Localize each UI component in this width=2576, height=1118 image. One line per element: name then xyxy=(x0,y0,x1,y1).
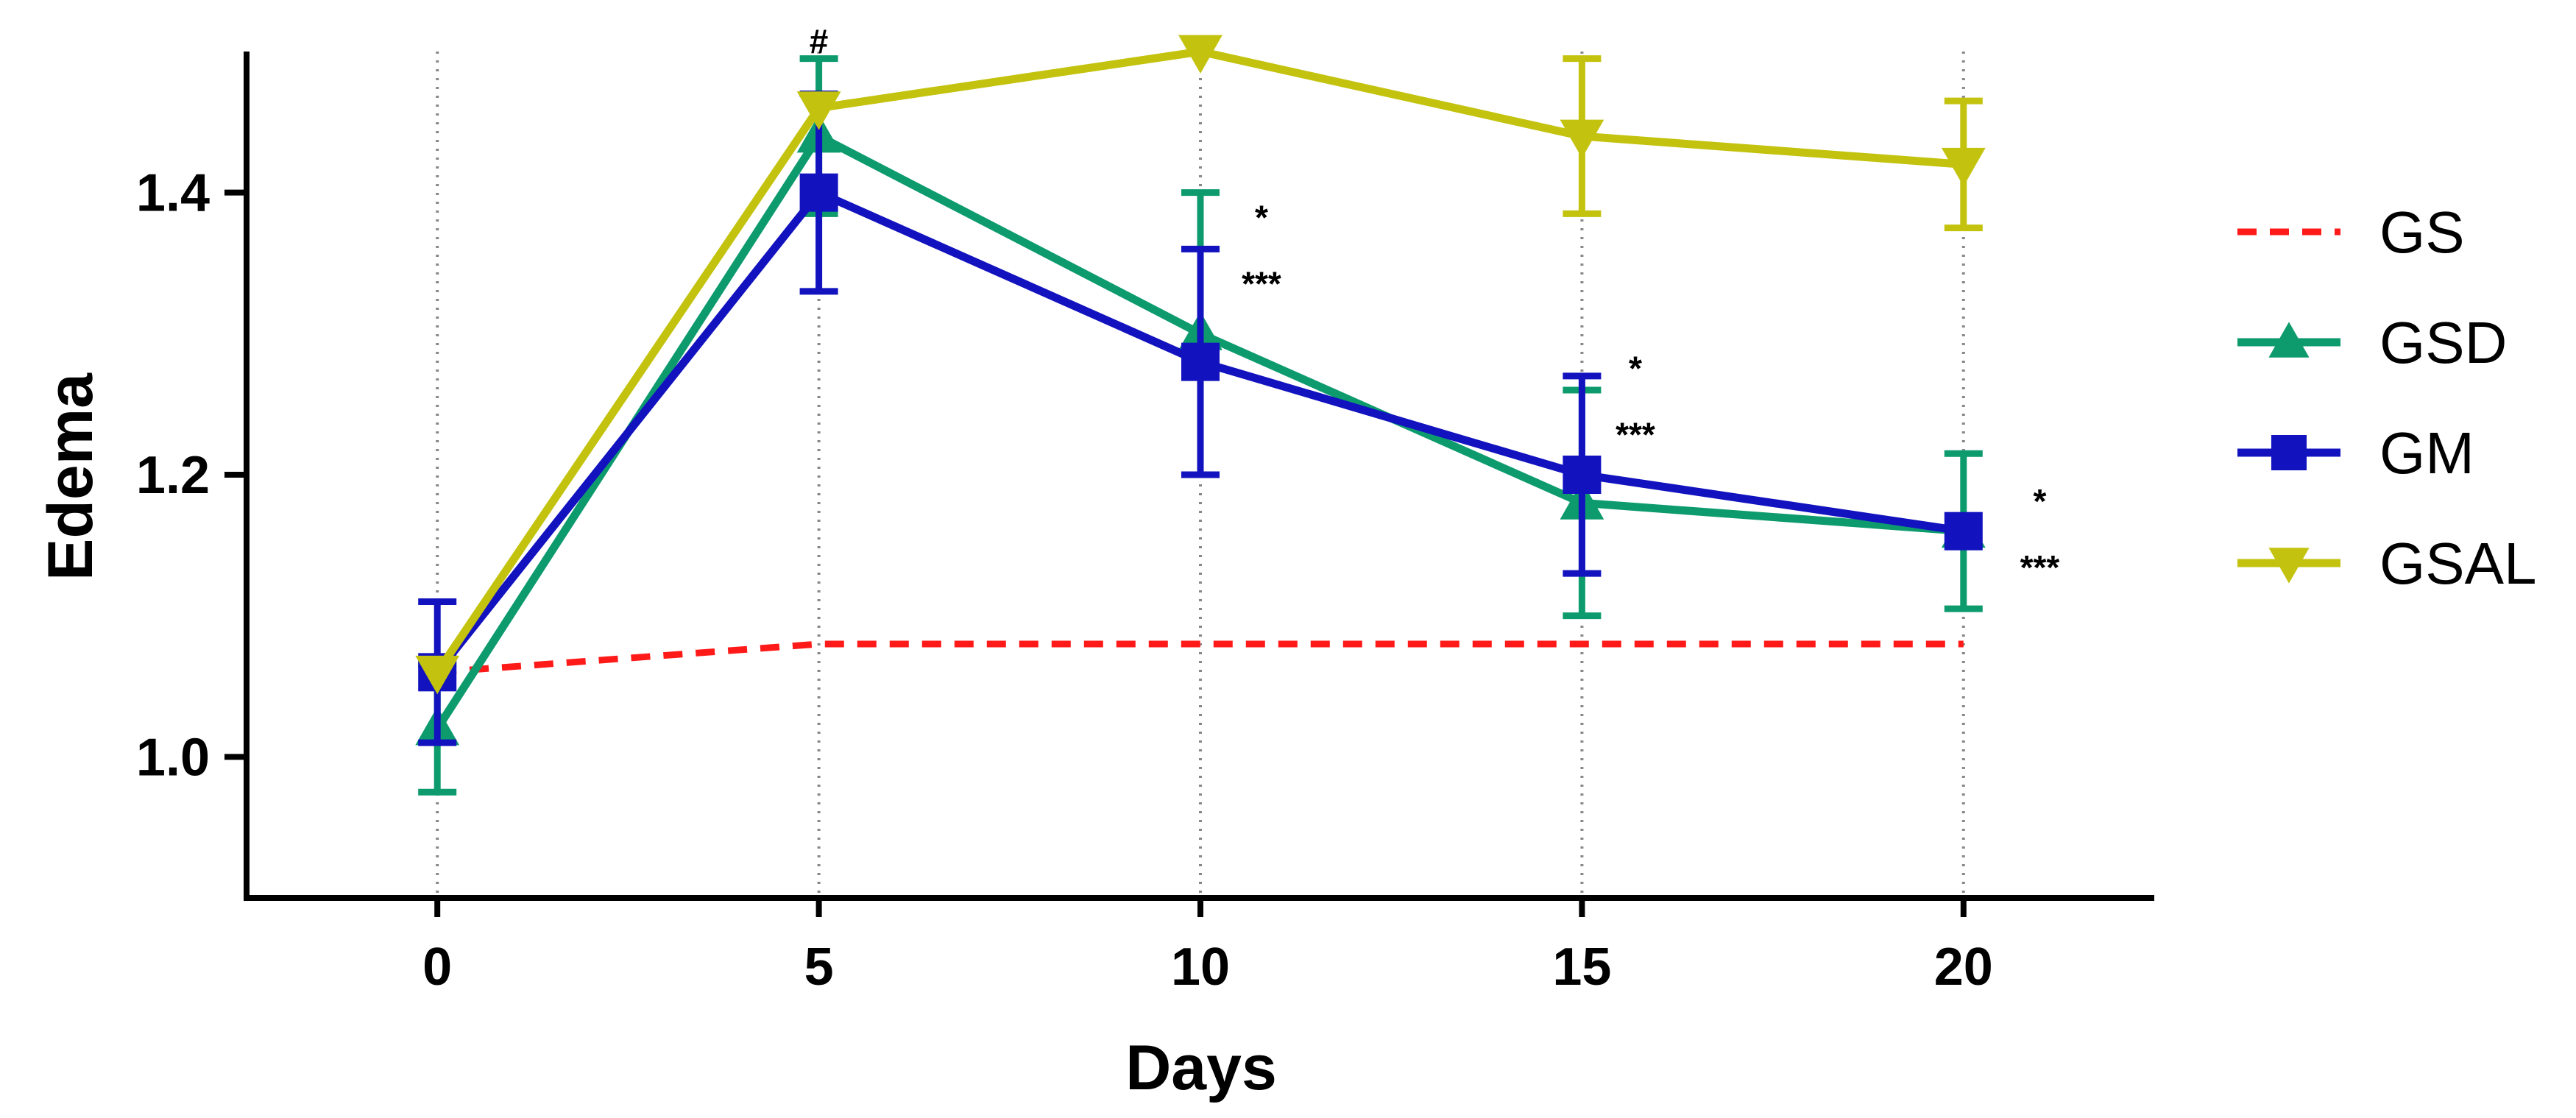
legend-label-gs: GS xyxy=(2379,199,2465,265)
data-point-gsal-20 xyxy=(1941,147,1986,187)
annotation-0: # xyxy=(810,22,829,60)
legend: GS GSD GM GSAL xyxy=(2237,199,2536,596)
x-tick-label-10: 10 xyxy=(1171,938,1230,997)
annotation-1: * xyxy=(1255,199,1268,237)
x-tick-label-0: 0 xyxy=(422,938,452,997)
y-tick-label-1.2: 1.2 xyxy=(136,446,210,505)
data-point-gm-5 xyxy=(799,173,838,212)
legend-marker-gsd xyxy=(2268,322,2310,358)
significance-annotations: #************ xyxy=(810,22,2060,587)
data-point-gsal-15 xyxy=(1560,119,1604,158)
data-point-gm-15 xyxy=(1563,456,1602,494)
legend-marker-gsal xyxy=(2268,548,2310,584)
annotation-4: *** xyxy=(1616,416,1655,454)
x-tick-label-20: 20 xyxy=(1934,938,1993,997)
y-axis-title: Edema xyxy=(35,372,106,581)
y-tick-label-1.0: 1.0 xyxy=(136,728,210,787)
legend-item-gm: GM xyxy=(2237,420,2474,486)
series-line-gs xyxy=(436,640,1964,676)
x-tick-label-5: 5 xyxy=(804,938,834,997)
series-gsal xyxy=(415,35,1986,695)
legend-label-gm: GM xyxy=(2379,420,2474,486)
legend-label-gsd: GSD xyxy=(2379,310,2507,375)
series-group xyxy=(415,35,1986,796)
data-point-gm-10 xyxy=(1181,342,1220,381)
legend-item-gsd: GSD xyxy=(2237,310,2507,375)
data-point-gsal-10 xyxy=(1178,35,1222,74)
y-tick-label-1.4: 1.4 xyxy=(136,164,210,223)
x-tick-label-15: 15 xyxy=(1552,938,1611,997)
series-gs xyxy=(436,640,1964,676)
data-point-gsal-5 xyxy=(796,91,841,130)
annotation-5: * xyxy=(2034,482,2047,520)
ticks: 0 5 10 15 20 1.0 1.2 1.4 xyxy=(136,164,1993,997)
legend-item-gs: GS xyxy=(2237,199,2465,265)
data-point-gsal-0 xyxy=(415,655,460,695)
series-gm xyxy=(418,91,1983,746)
x-axis-title: Days xyxy=(1125,1033,1277,1103)
legend-item-gsal: GSAL xyxy=(2237,531,2536,596)
legend-marker-gm xyxy=(2271,435,2307,470)
legend-label-gsal: GSAL xyxy=(2379,531,2536,596)
annotation-2: *** xyxy=(1242,265,1281,303)
annotation-6: *** xyxy=(2020,548,2060,587)
data-point-gm-20 xyxy=(1944,512,1983,551)
annotation-3: * xyxy=(1629,350,1642,388)
